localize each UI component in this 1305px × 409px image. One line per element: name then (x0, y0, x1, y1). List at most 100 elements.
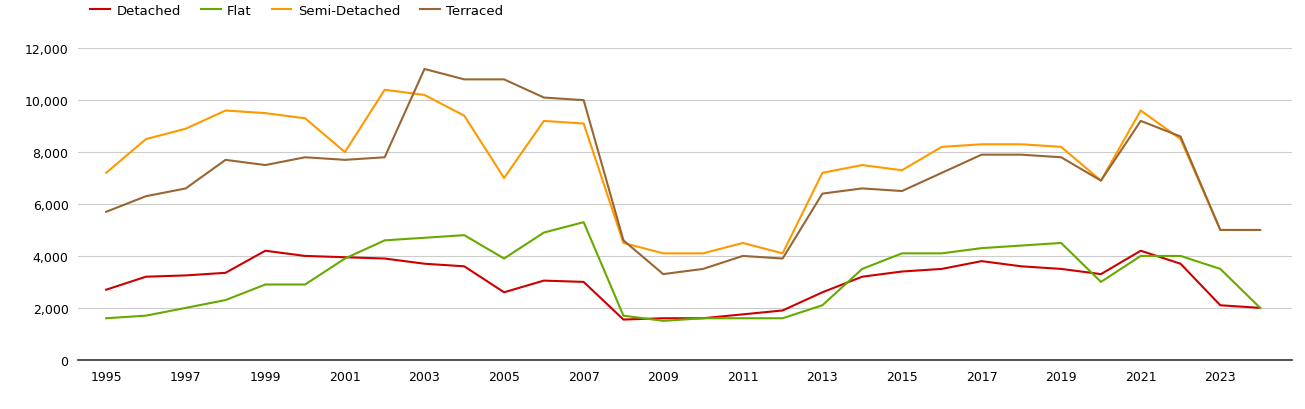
Detached (855, 274, 870, 279)
Terraced (616, 238, 632, 243)
Terraced (1053, 155, 1069, 160)
Terraced (416, 67, 432, 72)
Line: Flat: Flat (106, 222, 1261, 321)
Terraced (974, 153, 989, 158)
Terraced (1094, 179, 1109, 184)
Terraced (98, 210, 114, 215)
Terraced (218, 158, 234, 163)
Semi-Detached (457, 114, 472, 119)
Semi-Detached (1253, 228, 1268, 233)
Flat (536, 231, 552, 236)
Flat (696, 316, 711, 321)
Detached (98, 288, 114, 292)
Flat (894, 251, 910, 256)
Detached (1014, 264, 1030, 269)
Detached (894, 270, 910, 274)
Semi-Detached (177, 127, 193, 132)
Semi-Detached (735, 241, 750, 246)
Flat (98, 316, 114, 321)
Semi-Detached (1014, 142, 1030, 147)
Flat (1053, 241, 1069, 246)
Legend: Detached, Flat, Semi-Detached, Terraced: Detached, Flat, Semi-Detached, Terraced (85, 0, 509, 23)
Detached (138, 274, 154, 279)
Flat (934, 251, 950, 256)
Flat (337, 256, 352, 261)
Semi-Detached (655, 251, 671, 256)
Terraced (576, 99, 591, 103)
Semi-Detached (98, 171, 114, 176)
Semi-Detached (218, 109, 234, 114)
Detached (218, 271, 234, 276)
Line: Terraced: Terraced (106, 70, 1261, 274)
Flat (1173, 254, 1189, 259)
Detached (1212, 303, 1228, 308)
Terraced (138, 194, 154, 199)
Detached (576, 280, 591, 285)
Semi-Detached (1053, 145, 1069, 150)
Flat (257, 282, 273, 287)
Detached (298, 254, 313, 259)
Semi-Detached (1133, 109, 1148, 114)
Detached (696, 316, 711, 321)
Terraced (775, 256, 791, 261)
Semi-Detached (1212, 228, 1228, 233)
Semi-Detached (1173, 137, 1189, 142)
Detached (974, 259, 989, 264)
Terraced (337, 158, 352, 163)
Flat (616, 313, 632, 318)
Semi-Detached (257, 111, 273, 116)
Flat (974, 246, 989, 251)
Flat (814, 303, 830, 308)
Flat (775, 316, 791, 321)
Detached (616, 317, 632, 322)
Flat (576, 220, 591, 225)
Line: Semi-Detached: Semi-Detached (106, 90, 1261, 254)
Flat (416, 236, 432, 240)
Flat (377, 238, 393, 243)
Semi-Detached (894, 169, 910, 173)
Flat (177, 306, 193, 310)
Terraced (377, 155, 393, 160)
Terraced (655, 272, 671, 277)
Terraced (177, 187, 193, 191)
Terraced (536, 96, 552, 101)
Detached (1253, 306, 1268, 310)
Detached (257, 249, 273, 254)
Flat (298, 282, 313, 287)
Flat (457, 233, 472, 238)
Semi-Detached (934, 145, 950, 150)
Terraced (934, 171, 950, 176)
Flat (218, 298, 234, 303)
Semi-Detached (337, 150, 352, 155)
Semi-Detached (496, 176, 512, 181)
Terraced (855, 187, 870, 191)
Flat (1212, 267, 1228, 272)
Detached (735, 312, 750, 317)
Semi-Detached (974, 142, 989, 147)
Detached (377, 256, 393, 261)
Terraced (1133, 119, 1148, 124)
Flat (1014, 243, 1030, 248)
Detached (775, 308, 791, 313)
Detached (177, 273, 193, 278)
Terraced (257, 163, 273, 168)
Terraced (298, 155, 313, 160)
Terraced (457, 78, 472, 83)
Terraced (1173, 135, 1189, 139)
Flat (1094, 280, 1109, 285)
Flat (655, 319, 671, 324)
Detached (1133, 249, 1148, 254)
Terraced (496, 78, 512, 83)
Flat (855, 267, 870, 272)
Terraced (1212, 228, 1228, 233)
Flat (1253, 306, 1268, 310)
Detached (814, 290, 830, 295)
Detached (536, 279, 552, 283)
Flat (735, 316, 750, 321)
Detached (655, 316, 671, 321)
Detached (1094, 272, 1109, 277)
Flat (1133, 254, 1148, 259)
Semi-Detached (138, 137, 154, 142)
Detached (934, 267, 950, 272)
Semi-Detached (416, 93, 432, 98)
